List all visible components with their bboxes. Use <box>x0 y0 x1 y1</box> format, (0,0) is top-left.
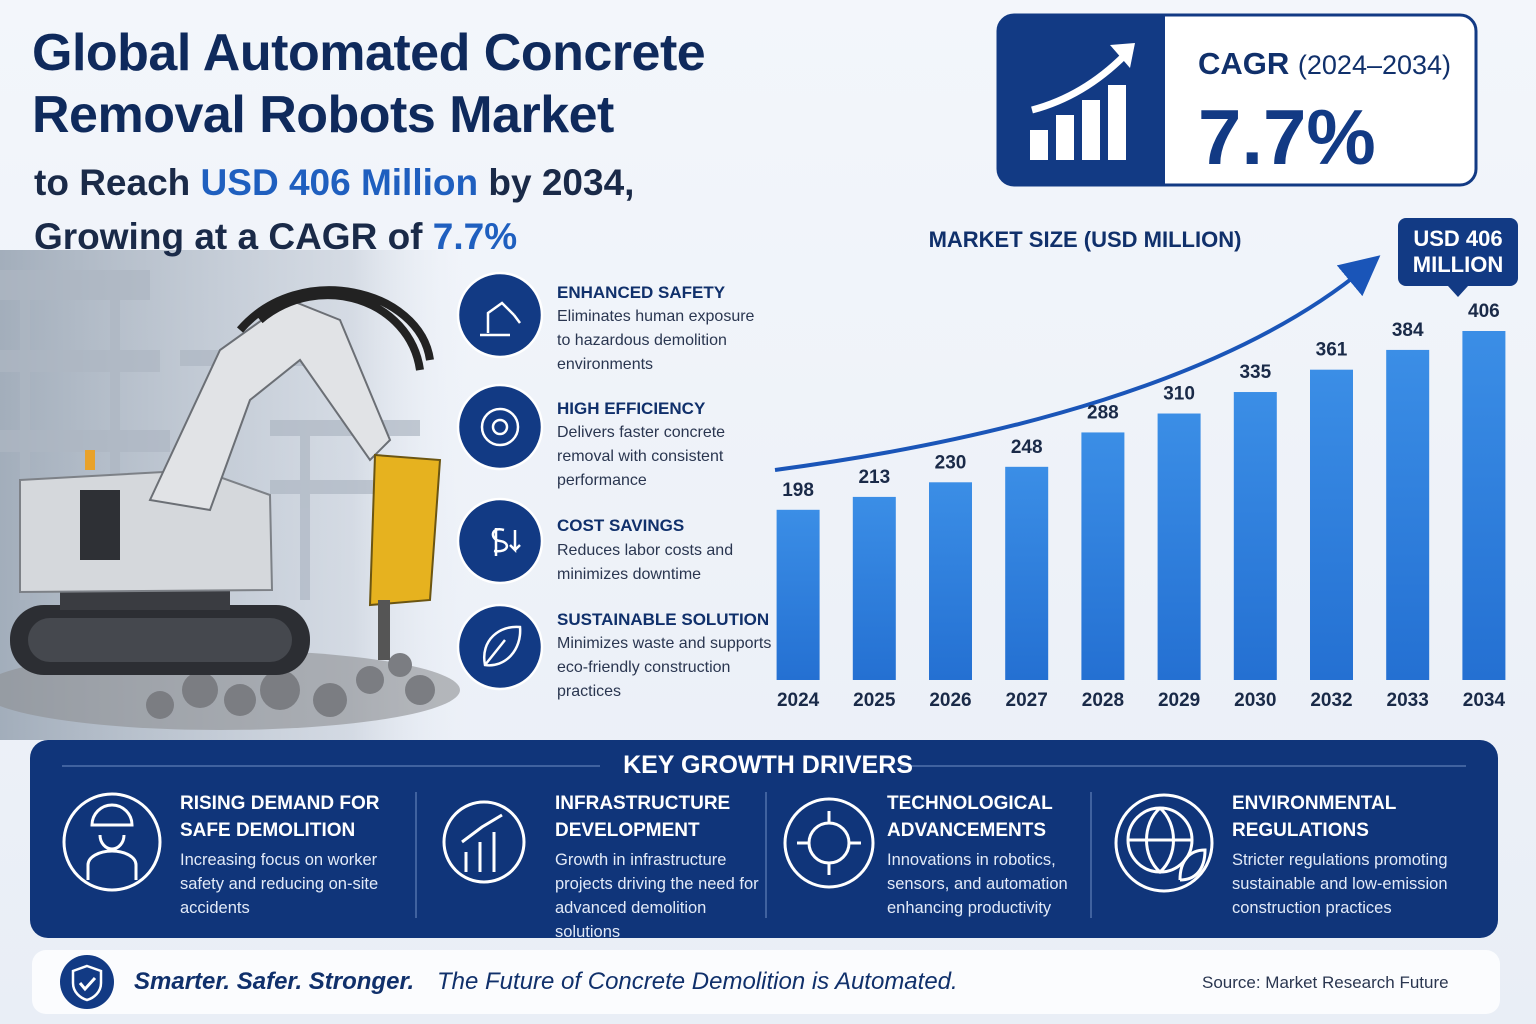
tagline: Smarter. Safer. Stronger. <box>134 968 415 995</box>
callout <box>1398 218 1518 297</box>
callout-text: USD 406 MILLION <box>1413 226 1503 277</box>
source: Source: Market Research Future <box>1202 973 1449 992</box>
subtitle: Growing at a CAGR of 7.7% <box>34 216 517 258</box>
bar-chart: MARKET SIZE (USD MILLION) USD 406 MILLION… <box>776 226 1506 711</box>
x-tick-label: 2027 <box>1006 690 1048 711</box>
data-label: 198 <box>782 480 814 501</box>
x-tick-label: 2028 <box>1082 690 1124 711</box>
drivers-title: KEY GROWTH DRIVERS <box>623 751 913 779</box>
x-tick-label: 2032 <box>1310 690 1352 711</box>
driver-text: Innovations in robotics, sensors, and au… <box>887 851 1068 917</box>
title: Global Automated Concrete Removal Robots… <box>32 22 706 146</box>
feature-icons <box>456 271 544 691</box>
data-label: 310 <box>1163 384 1195 405</box>
x-tick-label: 2034 <box>1463 690 1506 711</box>
subtitle-text: by 2034, <box>478 162 635 203</box>
cagr-label: CAGR (2024–2034) <box>1198 46 1451 82</box>
bar <box>1462 331 1506 680</box>
cagr-text: CAGR <box>1198 46 1290 81</box>
subtitle-text: Growing at a CAGR of <box>34 216 433 257</box>
bar <box>1310 369 1353 680</box>
driver-title: ENVIRONMENTAL REGULATIONS <box>1232 793 1396 841</box>
x-tick-label: 2024 <box>777 690 820 711</box>
cagr-period: (2024–2034) <box>1297 50 1452 80</box>
driver-title: RISING DEMAND FOR SAFE DEMOLITION <box>180 793 380 841</box>
driver-title: TECHNOLOGICAL ADVANCEMENTS <box>887 793 1053 841</box>
data-label: 288 <box>1087 402 1119 423</box>
feature-title: HIGH EFFICIENCY <box>557 399 706 418</box>
footer-bar <box>32 950 1500 1014</box>
bar <box>1005 466 1049 680</box>
x-tick-label: 2025 <box>853 690 896 711</box>
feature-title: SUSTAINABLE SOLUTION <box>557 610 770 629</box>
bar <box>1386 349 1430 680</box>
driver-title: INFRASTRUCTURE DEVELOPMENT <box>555 793 731 841</box>
robot-scene <box>0 250 470 740</box>
bar <box>776 509 820 680</box>
x-tick-label: 2026 <box>929 690 971 711</box>
driver-text: Stricter regulations promoting sustainab… <box>1232 851 1448 917</box>
driver-text: Increasing focus on worker safety and re… <box>180 851 379 917</box>
chart-title: MARKET SIZE (USD MILLION) <box>929 227 1242 252</box>
title-line: Global Automated Concrete <box>32 24 706 82</box>
growth-arrow <box>774 255 1381 472</box>
data-label: 248 <box>1011 437 1043 458</box>
subtitle: to Reach USD 406 Million by 2034, <box>34 162 634 204</box>
feature-title: ENHANCED SAFETY <box>557 283 726 302</box>
x-tick-label: 2029 <box>1158 690 1200 711</box>
bar <box>852 496 896 680</box>
subtitle-text: to Reach <box>34 162 201 203</box>
cagr-box <box>996 13 1478 187</box>
feature-title: COST SAVINGS <box>557 516 685 535</box>
bar <box>1157 413 1201 680</box>
bar <box>1233 392 1277 680</box>
data-label: 384 <box>1392 320 1424 341</box>
x-tick-label: 2030 <box>1234 690 1276 711</box>
feature-text: Minimizes waste and supports eco-friendl… <box>557 635 772 700</box>
x-tick-label: 2033 <box>1387 690 1429 711</box>
data-label: 230 <box>935 452 967 473</box>
bar <box>1081 432 1125 680</box>
feature-text: Delivers faster concrete removal with co… <box>557 424 726 489</box>
data-label: 406 <box>1468 301 1500 322</box>
feature-text: Eliminates human exposure to hazardous d… <box>557 308 755 373</box>
cagr-value: 7.7% <box>1198 93 1376 181</box>
driver-text: Growth in infrastructure projects drivin… <box>555 851 759 941</box>
data-label: 335 <box>1239 362 1271 383</box>
statement: The Future of Concrete Demolition is Aut… <box>437 968 958 995</box>
data-label: 213 <box>858 467 890 488</box>
feature-text: Reduces labor costs and minimizes downti… <box>557 542 734 583</box>
subtitle-highlight: USD 406 Million <box>200 162 479 203</box>
subtitle-highlight: 7.7% <box>432 216 518 257</box>
data-label: 361 <box>1316 340 1348 361</box>
title-line: Removal Robots Market <box>32 86 614 144</box>
bar <box>929 482 972 680</box>
drivers-panel <box>30 740 1498 938</box>
